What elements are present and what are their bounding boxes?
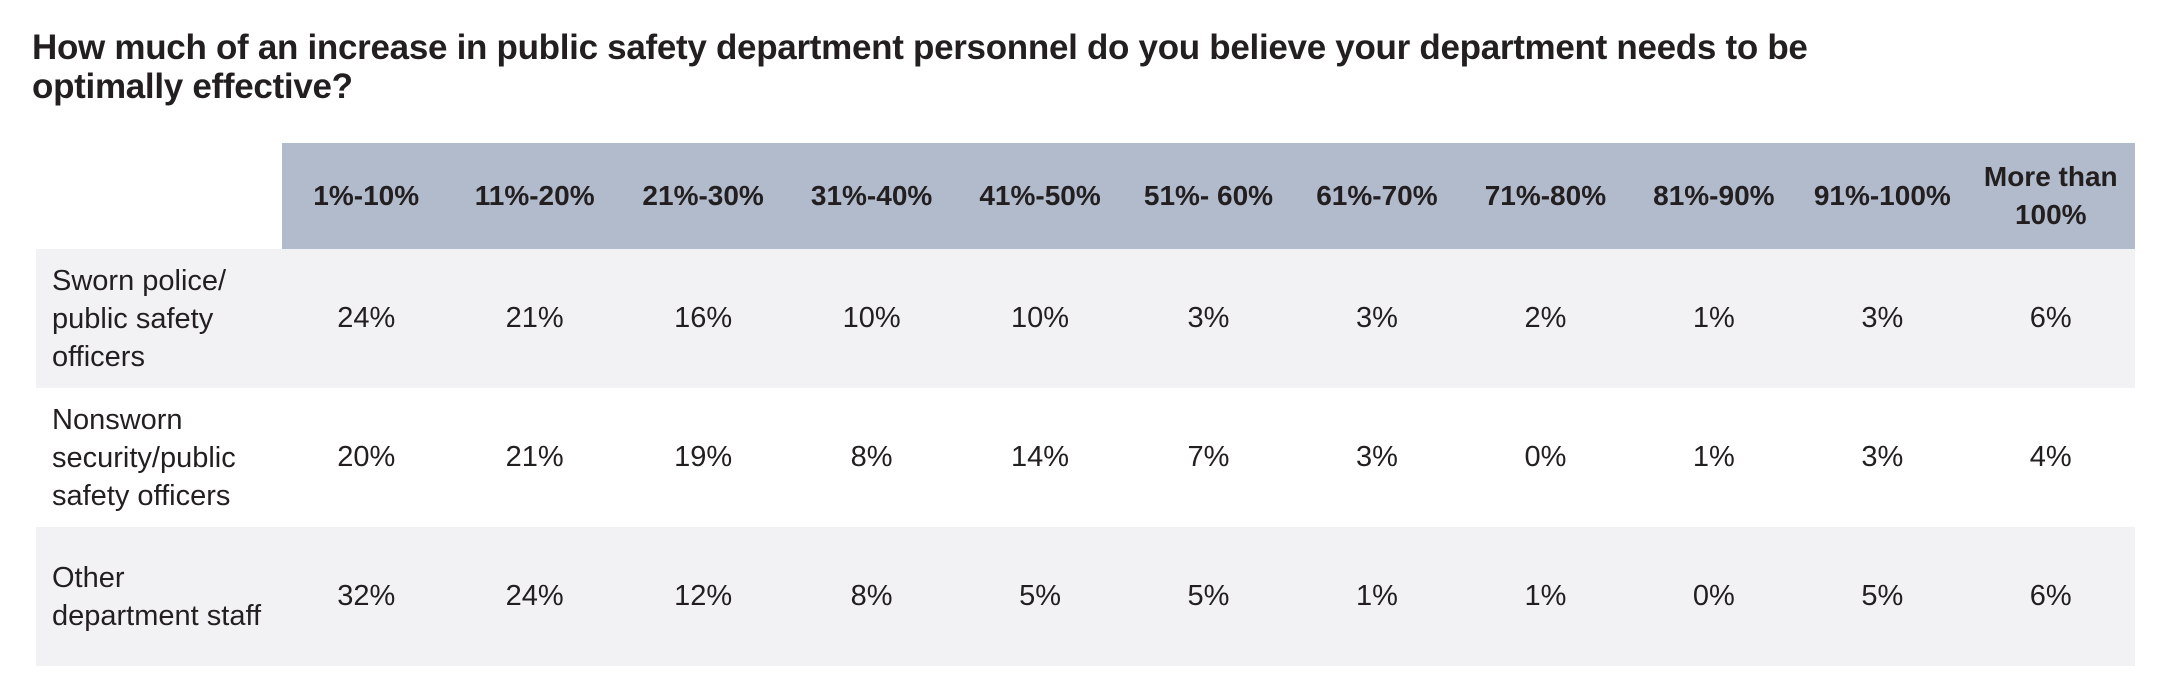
table-cell: 21% (505, 441, 564, 473)
table-cell: 3% (1355, 302, 1398, 334)
table-cell: 1% (1524, 580, 1567, 612)
header-row: 1%-10% 11%-20% 21%-30% 31%-40% 41%-50% 5… (36, 143, 2135, 249)
table-row: Other department staff 32% 24% 12% 8% 5%… (36, 527, 2135, 666)
table-cell: 24% (337, 302, 396, 334)
table-cell: 6% (2029, 580, 2072, 612)
table-cell: 1% (1355, 580, 1398, 612)
column-header: 51%- 60% (1124, 143, 1293, 249)
data-table: 1%-10% 11%-20% 21%-30% 31%-40% 41%-50% 5… (36, 143, 2135, 666)
column-header: 1%-10% (282, 143, 451, 249)
column-header: 81%-90% (1629, 143, 1799, 249)
column-header: 91%-100% (1798, 143, 1967, 249)
table-row: Sworn police/ public safety officers 24%… (36, 249, 2135, 388)
column-header: 21%-30% (618, 143, 788, 249)
table-cell: 32% (337, 580, 396, 612)
row-label: Nonsworn security/public safety officers (52, 403, 236, 512)
table-cell: 7% (1187, 441, 1230, 473)
table-cell: 5% (1861, 580, 1904, 612)
column-header: 11%-20% (450, 143, 619, 249)
table-cell: 10% (1011, 302, 1070, 334)
table-cell: 19% (674, 441, 733, 473)
table-cell: 14% (1011, 441, 1070, 473)
table-cell: 12% (674, 580, 733, 612)
table-cell: 20% (337, 441, 396, 473)
column-header: 41%-50% (955, 143, 1125, 249)
row-label: Other department staff (52, 561, 262, 632)
table-cell: 3% (1187, 302, 1230, 334)
table-cell: 5% (1187, 580, 1230, 612)
column-header: 31%-40% (787, 143, 956, 249)
table-cell: 3% (1861, 302, 1904, 334)
column-header: More than 100% (1966, 143, 2135, 249)
table-cell: 4% (2029, 441, 2072, 473)
table-cell: 24% (505, 580, 564, 612)
table-cell: 21% (505, 302, 564, 334)
table-cell: 1% (1692, 302, 1735, 334)
table-cell: 0% (1692, 580, 1735, 612)
table-cell: 10% (842, 302, 901, 334)
table-cell: 6% (2029, 302, 2072, 334)
row-label: Sworn police/ public safety officers (52, 264, 227, 373)
table-cell: 2% (1524, 302, 1567, 334)
table-cell: 16% (674, 302, 733, 334)
table-cell: 3% (1861, 441, 1904, 473)
corner-cell (36, 143, 282, 249)
table-cell: 8% (850, 441, 893, 473)
column-header: 71%-80% (1461, 143, 1630, 249)
table-cell: 0% (1524, 441, 1567, 473)
table-row: Nonsworn security/public safety officers… (36, 388, 2135, 527)
chart-title: How much of an increase in public safety… (32, 28, 1808, 106)
table-cell: 3% (1355, 441, 1398, 473)
table-cell: 1% (1692, 441, 1735, 473)
column-header: 61%-70% (1292, 143, 1462, 249)
table-cell: 8% (850, 580, 893, 612)
table-cell: 5% (1019, 580, 1061, 612)
